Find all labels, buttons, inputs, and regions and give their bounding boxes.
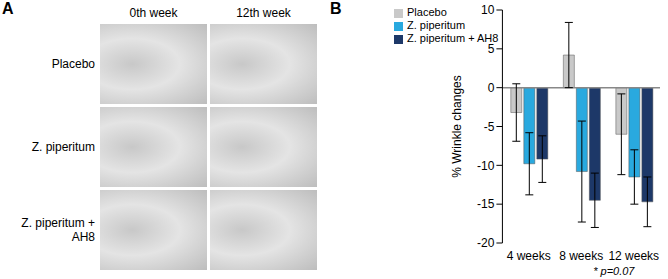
svg-text:5: 5 xyxy=(488,42,495,56)
svg-text:* p=0.07: * p=0.07 xyxy=(593,265,635,277)
svg-text:10: 10 xyxy=(481,3,495,17)
html-text:Z. piperitum + AH8: Z. piperitum + AH8 xyxy=(21,216,95,244)
svg-text:-10: -10 xyxy=(477,159,495,173)
html-text:12th week: 12th week xyxy=(236,6,291,20)
svg-text:12 weeks: 12 weeks xyxy=(608,249,659,263)
html-text:Z. piperitum: Z. piperitum xyxy=(407,19,466,31)
svg-text:-15: -15 xyxy=(477,197,495,211)
svg-text:4 weeks: 4 weeks xyxy=(507,249,551,263)
html-text:0th week: 0th week xyxy=(129,6,178,20)
svg-text:% Wrinkle changes: % Wrinkle changes xyxy=(450,75,464,178)
svg-text:0: 0 xyxy=(488,81,495,95)
html-text:A: A xyxy=(2,0,14,17)
html-text:Placebo: Placebo xyxy=(51,57,95,71)
html-text:Z. piperitum + AH8: Z. piperitum + AH8 xyxy=(407,32,499,44)
svg-text:8 weeks: 8 weeks xyxy=(559,249,603,263)
html-text:Z. piperitum: Z. piperitum xyxy=(31,140,95,154)
svg-text:-20: -20 xyxy=(477,236,495,250)
svg-text:-5: -5 xyxy=(484,120,495,134)
html-text:Placebo: Placebo xyxy=(407,6,447,18)
html-text:B: B xyxy=(330,0,342,17)
